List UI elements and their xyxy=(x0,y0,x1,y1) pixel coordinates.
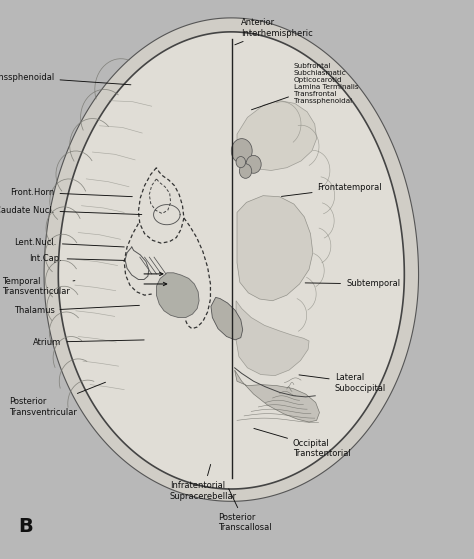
Text: Anterior
Interhemispheric: Anterior Interhemispheric xyxy=(235,18,312,45)
Text: Lent.Nucl.: Lent.Nucl. xyxy=(15,238,124,247)
Polygon shape xyxy=(235,370,319,422)
Polygon shape xyxy=(237,101,317,170)
Text: Occipital
Transtentorial: Occipital Transtentorial xyxy=(254,428,351,458)
Text: Posterior
Transventricular: Posterior Transventricular xyxy=(9,382,106,416)
Text: Thalamus: Thalamus xyxy=(14,305,139,315)
Polygon shape xyxy=(236,301,309,376)
Text: Frontatemporal: Frontatemporal xyxy=(282,183,382,196)
Text: Int.Cap.: Int.Cap. xyxy=(29,254,124,263)
Circle shape xyxy=(239,164,252,178)
Text: Front.Horn: Front.Horn xyxy=(10,188,132,197)
Polygon shape xyxy=(44,18,419,501)
Text: B: B xyxy=(18,517,33,536)
Polygon shape xyxy=(211,297,243,340)
Text: Transsphenoidal: Transsphenoidal xyxy=(0,73,131,85)
Text: Lateral
Suboccipital: Lateral Suboccipital xyxy=(299,373,386,392)
Text: Temporal
Transventricular: Temporal Transventricular xyxy=(2,277,75,296)
Circle shape xyxy=(236,157,246,168)
Polygon shape xyxy=(237,196,313,301)
Circle shape xyxy=(246,155,261,173)
Circle shape xyxy=(231,139,252,163)
Polygon shape xyxy=(58,32,404,489)
Text: Subfrontal
Subchiasmatic
Opticocarotid
Lamina Terminalis
Transfrontal
Transsphen: Subfrontal Subchiasmatic Opticocarotid L… xyxy=(252,63,358,110)
Text: Caudate Nucl.: Caudate Nucl. xyxy=(0,206,142,215)
Text: Atrium: Atrium xyxy=(33,338,144,347)
Text: Subtemporal: Subtemporal xyxy=(305,280,400,288)
Text: Infratentorial
Supracerebellar: Infratentorial Supracerebellar xyxy=(170,465,237,500)
Polygon shape xyxy=(156,273,199,318)
Text: Posterior
Transcallosal: Posterior Transcallosal xyxy=(218,489,272,532)
